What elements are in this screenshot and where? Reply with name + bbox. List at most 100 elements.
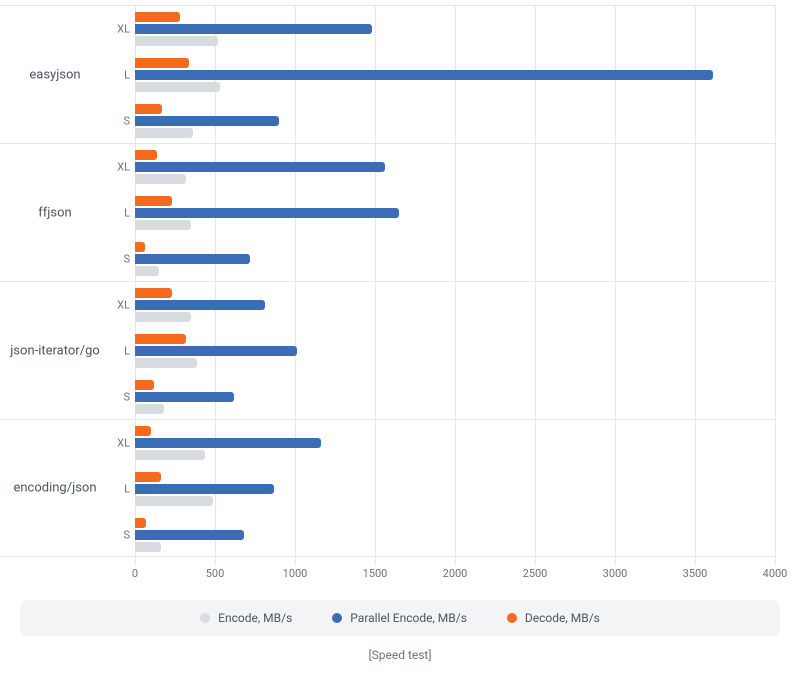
- bar-encode: [135, 542, 161, 552]
- group-encoding-json: encoding/json XL L S: [0, 419, 775, 557]
- legend-label: Decode, MB/s: [525, 611, 600, 625]
- bar-decode: [135, 12, 180, 22]
- bar-encode: [135, 266, 159, 276]
- bar-cluster: [135, 426, 775, 462]
- bar-encode: [135, 128, 193, 138]
- subgroup-label: L: [112, 483, 130, 496]
- bar-encode: [135, 312, 191, 322]
- bar-encode: [135, 404, 164, 414]
- legend: Encode, MB/s Parallel Encode, MB/s Decode,…: [20, 600, 780, 636]
- x-tick: 1000: [283, 567, 308, 580]
- x-tick: 500: [206, 567, 225, 580]
- bar-cluster: [135, 288, 775, 324]
- subgroup-label: S: [112, 253, 130, 266]
- group-label: ffjson: [0, 205, 110, 220]
- subgroup: XL: [115, 144, 775, 190]
- bar-decode: [135, 518, 146, 528]
- x-tick: 1500: [363, 567, 388, 580]
- bar-parallel: [135, 300, 265, 310]
- group-json-iterator-go: json-iterator/go XL L S: [0, 281, 775, 419]
- subgroup-label: L: [112, 207, 130, 220]
- x-tick: 0: [132, 567, 138, 580]
- bar-decode: [135, 426, 151, 436]
- bar-encode: [135, 174, 186, 184]
- bar-decode: [135, 104, 162, 114]
- bar-parallel: [135, 24, 372, 34]
- subgroup-label: S: [112, 115, 130, 128]
- subgroup-label: XL: [112, 161, 130, 174]
- bar-cluster: [135, 518, 775, 554]
- subgroup: S: [115, 374, 775, 420]
- legend-label: Encode, MB/s: [218, 611, 292, 625]
- bar-encode: [135, 450, 205, 460]
- subgroup-label: XL: [112, 299, 130, 312]
- bar-parallel: [135, 254, 250, 264]
- bar-cluster: [135, 334, 775, 370]
- chart-plot-area: easyjsonXLLSffjsonXLLSjson-iterator/goXL…: [135, 5, 775, 565]
- legend-item-parallel: Parallel Encode, MB/s: [332, 611, 467, 625]
- subgroup-label: XL: [112, 23, 130, 36]
- bar-encode: [135, 36, 218, 46]
- bar-parallel: [135, 530, 244, 540]
- bar-cluster: [135, 104, 775, 140]
- chart-caption: [Speed test]: [0, 648, 800, 662]
- subgroup: S: [115, 512, 775, 558]
- x-tick: 4000: [763, 567, 788, 580]
- bar-encode: [135, 82, 220, 92]
- group-label: json-iterator/go: [0, 343, 110, 358]
- bar-encode: [135, 496, 213, 506]
- bar-cluster: [135, 150, 775, 186]
- bar-cluster: [135, 380, 775, 416]
- bar-parallel: [135, 208, 399, 218]
- subgroup: S: [115, 98, 775, 144]
- legend-dot-icon: [507, 613, 517, 623]
- legend-item-decode: Decode, MB/s: [507, 611, 600, 625]
- legend-dot-icon: [332, 613, 342, 623]
- group-ffjson: ffjson XL L S: [0, 143, 775, 281]
- bar-parallel: [135, 346, 297, 356]
- subgroup: L: [115, 190, 775, 236]
- subgroup: L: [115, 328, 775, 374]
- bar-cluster: [135, 196, 775, 232]
- x-tick: 3500: [683, 567, 708, 580]
- bar-cluster: [135, 242, 775, 278]
- subgroup-label: S: [112, 391, 130, 404]
- group-label: encoding/json: [0, 481, 110, 496]
- bar-decode: [135, 196, 172, 206]
- bar-decode: [135, 380, 154, 390]
- bar-decode: [135, 58, 189, 68]
- subgroup-label: L: [112, 69, 130, 82]
- bar-parallel: [135, 162, 385, 172]
- bar-parallel: [135, 438, 321, 448]
- x-tick: 3000: [603, 567, 628, 580]
- group-label: easyjson: [0, 67, 110, 82]
- subgroup: S: [115, 236, 775, 282]
- group-easyjson: easyjson XL L S: [0, 5, 775, 143]
- subgroup: L: [115, 52, 775, 98]
- subgroup: XL: [115, 6, 775, 52]
- bar-encode: [135, 220, 191, 230]
- bar-parallel: [135, 70, 713, 80]
- bar-cluster: [135, 12, 775, 48]
- legend-label: Parallel Encode, MB/s: [350, 611, 467, 625]
- bar-cluster: [135, 472, 775, 508]
- x-tick: 2000: [443, 567, 468, 580]
- subgroup: L: [115, 466, 775, 512]
- bar-parallel: [135, 116, 279, 126]
- subgroup-label: S: [112, 529, 130, 542]
- bar-parallel: [135, 484, 274, 494]
- bar-decode: [135, 334, 186, 344]
- bar-decode: [135, 472, 161, 482]
- bar-cluster: [135, 58, 775, 94]
- bar-parallel: [135, 392, 234, 402]
- legend-dot-icon: [200, 613, 210, 623]
- subgroup: XL: [115, 420, 775, 466]
- x-tick: 2500: [523, 567, 548, 580]
- subgroup-label: L: [112, 345, 130, 358]
- legend-item-encode: Encode, MB/s: [200, 611, 292, 625]
- gridline: [775, 5, 776, 565]
- bar-encode: [135, 358, 197, 368]
- subgroup: XL: [115, 282, 775, 328]
- bar-decode: [135, 150, 157, 160]
- bar-decode: [135, 288, 172, 298]
